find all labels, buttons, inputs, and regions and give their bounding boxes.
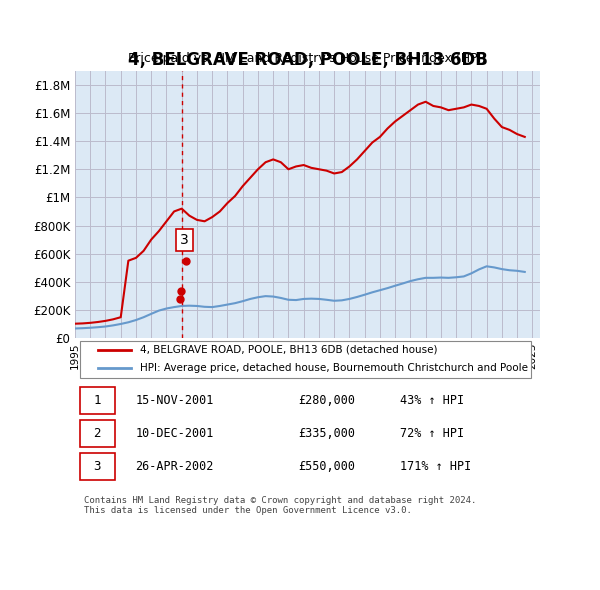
Text: HPI: Average price, detached house, Bournemouth Christchurch and Poole: HPI: Average price, detached house, Bour…: [140, 363, 528, 373]
Text: 171% ↑ HPI: 171% ↑ HPI: [401, 460, 472, 473]
Text: Price paid vs. HM Land Registry's House Price Index (HPI): Price paid vs. HM Land Registry's House …: [128, 53, 487, 65]
Text: £335,000: £335,000: [298, 427, 355, 440]
FancyBboxPatch shape: [80, 387, 115, 414]
Text: Contains HM Land Registry data © Crown copyright and database right 2024.
This d: Contains HM Land Registry data © Crown c…: [84, 496, 476, 515]
Text: 15-NOV-2001: 15-NOV-2001: [136, 394, 214, 407]
Text: 26-APR-2002: 26-APR-2002: [136, 460, 214, 473]
Text: 10-DEC-2001: 10-DEC-2001: [136, 427, 214, 440]
Text: £280,000: £280,000: [298, 394, 355, 407]
Text: 3: 3: [93, 460, 101, 473]
Text: 1: 1: [93, 394, 101, 407]
Text: 3: 3: [180, 233, 189, 247]
FancyBboxPatch shape: [80, 420, 115, 447]
FancyBboxPatch shape: [80, 340, 531, 378]
Text: 43% ↑ HPI: 43% ↑ HPI: [401, 394, 464, 407]
Text: 72% ↑ HPI: 72% ↑ HPI: [401, 427, 464, 440]
Text: 4, BELGRAVE ROAD, POOLE, BH13 6DB (detached house): 4, BELGRAVE ROAD, POOLE, BH13 6DB (detac…: [140, 345, 437, 355]
Title: 4, BELGRAVE ROAD, POOLE, BH13 6DB: 4, BELGRAVE ROAD, POOLE, BH13 6DB: [128, 51, 487, 69]
Text: 2: 2: [93, 427, 101, 440]
Text: £550,000: £550,000: [298, 460, 355, 473]
FancyBboxPatch shape: [80, 453, 115, 480]
